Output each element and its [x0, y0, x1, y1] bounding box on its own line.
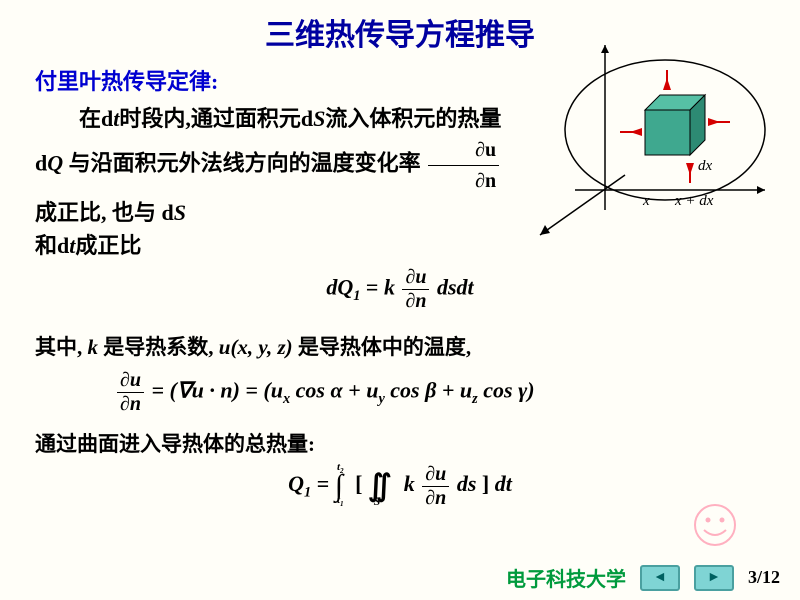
smiley-icon	[690, 500, 740, 550]
eq1-sub: 1	[353, 288, 360, 304]
eq1-eq: =	[366, 275, 384, 300]
eq2-frac: ∂u ∂n	[117, 369, 144, 416]
p2-s2: 是导热系数,	[98, 335, 219, 359]
paragraph-1: 在dt时段内,通过面积元dS流入体积元的热量 dQ 与沿面积元外法线方向的温度变…	[35, 102, 505, 229]
eq1-Q: Q	[337, 275, 353, 300]
diagram-label-x: x	[642, 193, 650, 209]
nav-prev-button[interactable]: ◄	[640, 565, 680, 591]
eq3-ds: ds	[457, 471, 477, 496]
p1-frac-num: ∂u	[428, 135, 499, 166]
p2-s3: 是导热体中的温度,	[293, 335, 472, 359]
cube-diagram: dx x x + dx	[515, 40, 775, 240]
eq2-c1: cos α + u	[290, 378, 378, 403]
p2-u: u	[219, 335, 231, 359]
p1-frac: ∂u ∂n	[428, 135, 499, 196]
eq3-s1: 1	[304, 485, 311, 501]
p1-seg8: 成正比, 也与 d	[35, 200, 174, 225]
p2-args: (x, y, z)	[230, 335, 292, 359]
diagram-label-xdx: x + dx	[674, 193, 714, 209]
equation-1: dQ1 = k ∂u ∂n dsdt	[35, 266, 765, 313]
diagram-label-dx: dx	[698, 158, 713, 174]
eq3-t1: t1	[337, 495, 344, 510]
p1-seg1: 在d	[79, 106, 113, 131]
eq3-num: ∂u	[422, 463, 449, 487]
eq1-frac: ∂u ∂n	[402, 266, 429, 313]
eq3-k: k	[404, 471, 415, 496]
paragraph-1b: 和dt成正比	[35, 229, 515, 262]
eq3-lb: [	[355, 471, 362, 496]
p1-seg7: 与沿面积元外法线方向的温度变化率	[63, 151, 426, 176]
eq2-c3: cos γ)	[478, 378, 535, 403]
eq3-rb: ]	[482, 471, 489, 496]
p1-S2: S	[174, 200, 186, 225]
eq2-c2: cos β + u	[385, 378, 472, 403]
eq1-k: k	[384, 275, 395, 300]
p1-S1: S	[313, 106, 325, 131]
page-number: 3/12	[748, 567, 780, 588]
eq2-mid: = (∇u · n) = (u	[152, 378, 283, 403]
eq1-num: ∂u	[402, 266, 429, 290]
paragraph-2: 其中, k 是导热系数, u(x, y, z) 是导热体中的温度,	[35, 331, 765, 361]
p2-s1: 其中,	[35, 335, 88, 359]
eq1-den: ∂n	[402, 290, 429, 313]
eq3-S: S	[374, 494, 381, 508]
eq3-den: ∂n	[422, 487, 449, 510]
nav-next-button[interactable]: ►	[694, 565, 734, 591]
eq3-t2: t2	[337, 462, 344, 477]
page-current: 3	[748, 567, 757, 587]
p1-seg12: 成正比	[75, 233, 141, 258]
eq1-d: d	[326, 275, 337, 300]
p1-Q: Q	[47, 151, 63, 176]
equation-2: ∂u ∂n = (∇u · n) = (ux cos α + uy cos β …	[115, 369, 765, 416]
page-total: 12	[762, 567, 780, 587]
eq2-den: ∂n	[117, 393, 144, 416]
p2-k: k	[88, 335, 99, 359]
university-name: 电子科技大学	[506, 563, 626, 592]
eq3-dt: dt	[495, 471, 512, 496]
eq1-tail: dsdt	[437, 275, 474, 300]
p1-frac-den: ∂n	[428, 166, 499, 196]
eq3-eq: =	[317, 471, 335, 496]
p1-seg3: 时段内,通过面积元d	[119, 106, 313, 131]
eq2-num: ∂u	[117, 369, 144, 393]
eq3-frac: ∂u ∂n	[422, 463, 449, 510]
eq3-Q: Q	[288, 471, 304, 496]
p1-seg10: 和d	[35, 233, 69, 258]
slide-footer: 电子科技大学 ◄ ► 3/12	[506, 563, 780, 592]
paragraph-3: 通过曲面进入导热体的总热量:	[35, 428, 765, 458]
equation-3: Q1 = ∫ t2 t1 [ ∬S k ∂u ∂n ds ] dt	[35, 462, 765, 510]
